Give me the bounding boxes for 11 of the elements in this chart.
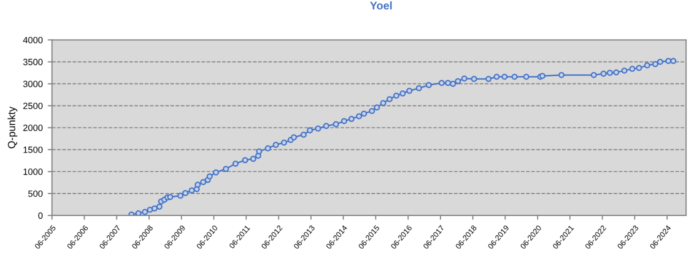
y-tick-label: 2000	[23, 124, 43, 132]
y-tick-label: 3500	[23, 58, 43, 66]
y-tick-label: 4000	[23, 36, 43, 44]
y-tick-label: 1500	[24, 146, 43, 153]
y-tick-label: 1000	[24, 168, 43, 175]
chart-title: Yoel	[370, 1, 392, 10]
y-tick-label: 500	[28, 190, 43, 197]
y-tick-label: 0	[38, 212, 43, 219]
y-tick-label: 2500	[23, 102, 43, 110]
y-tick-label: 3000	[23, 80, 43, 88]
y-axis-title: Q-punkty	[8, 106, 18, 148]
